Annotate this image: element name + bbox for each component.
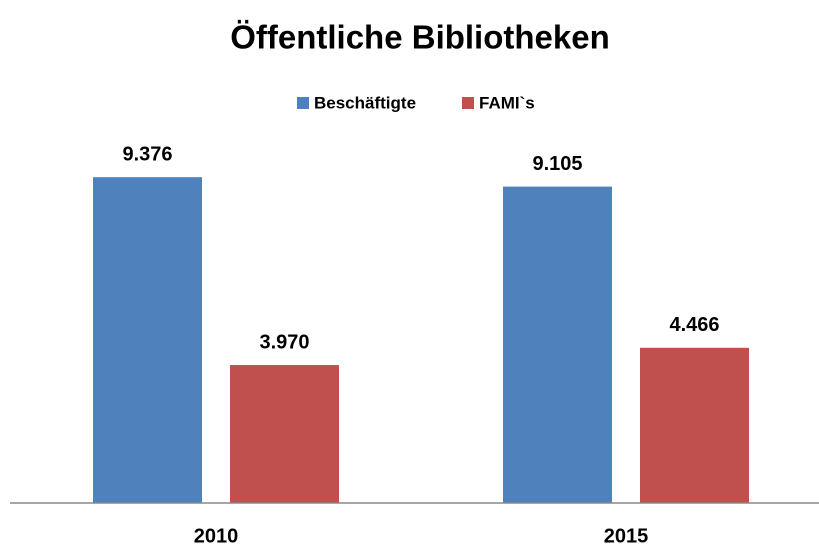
data-label: 9.376 [122,143,172,165]
x-tick-label: 2015 [604,525,649,547]
data-label: 4.466 [669,314,719,336]
x-tick-label: 2010 [194,525,239,547]
chart-title: Öffentliche Bibliotheken [230,19,610,56]
data-label: 9.105 [532,153,582,175]
bar [640,347,749,503]
legend-swatch [462,97,474,109]
bar [230,365,339,503]
legend-label: Beschäftigte [314,93,416,112]
bar [503,186,612,503]
legend-swatch [297,97,309,109]
bar [93,177,202,503]
legend-label: FAMI`s [479,93,535,112]
data-label: 3.970 [259,331,309,353]
